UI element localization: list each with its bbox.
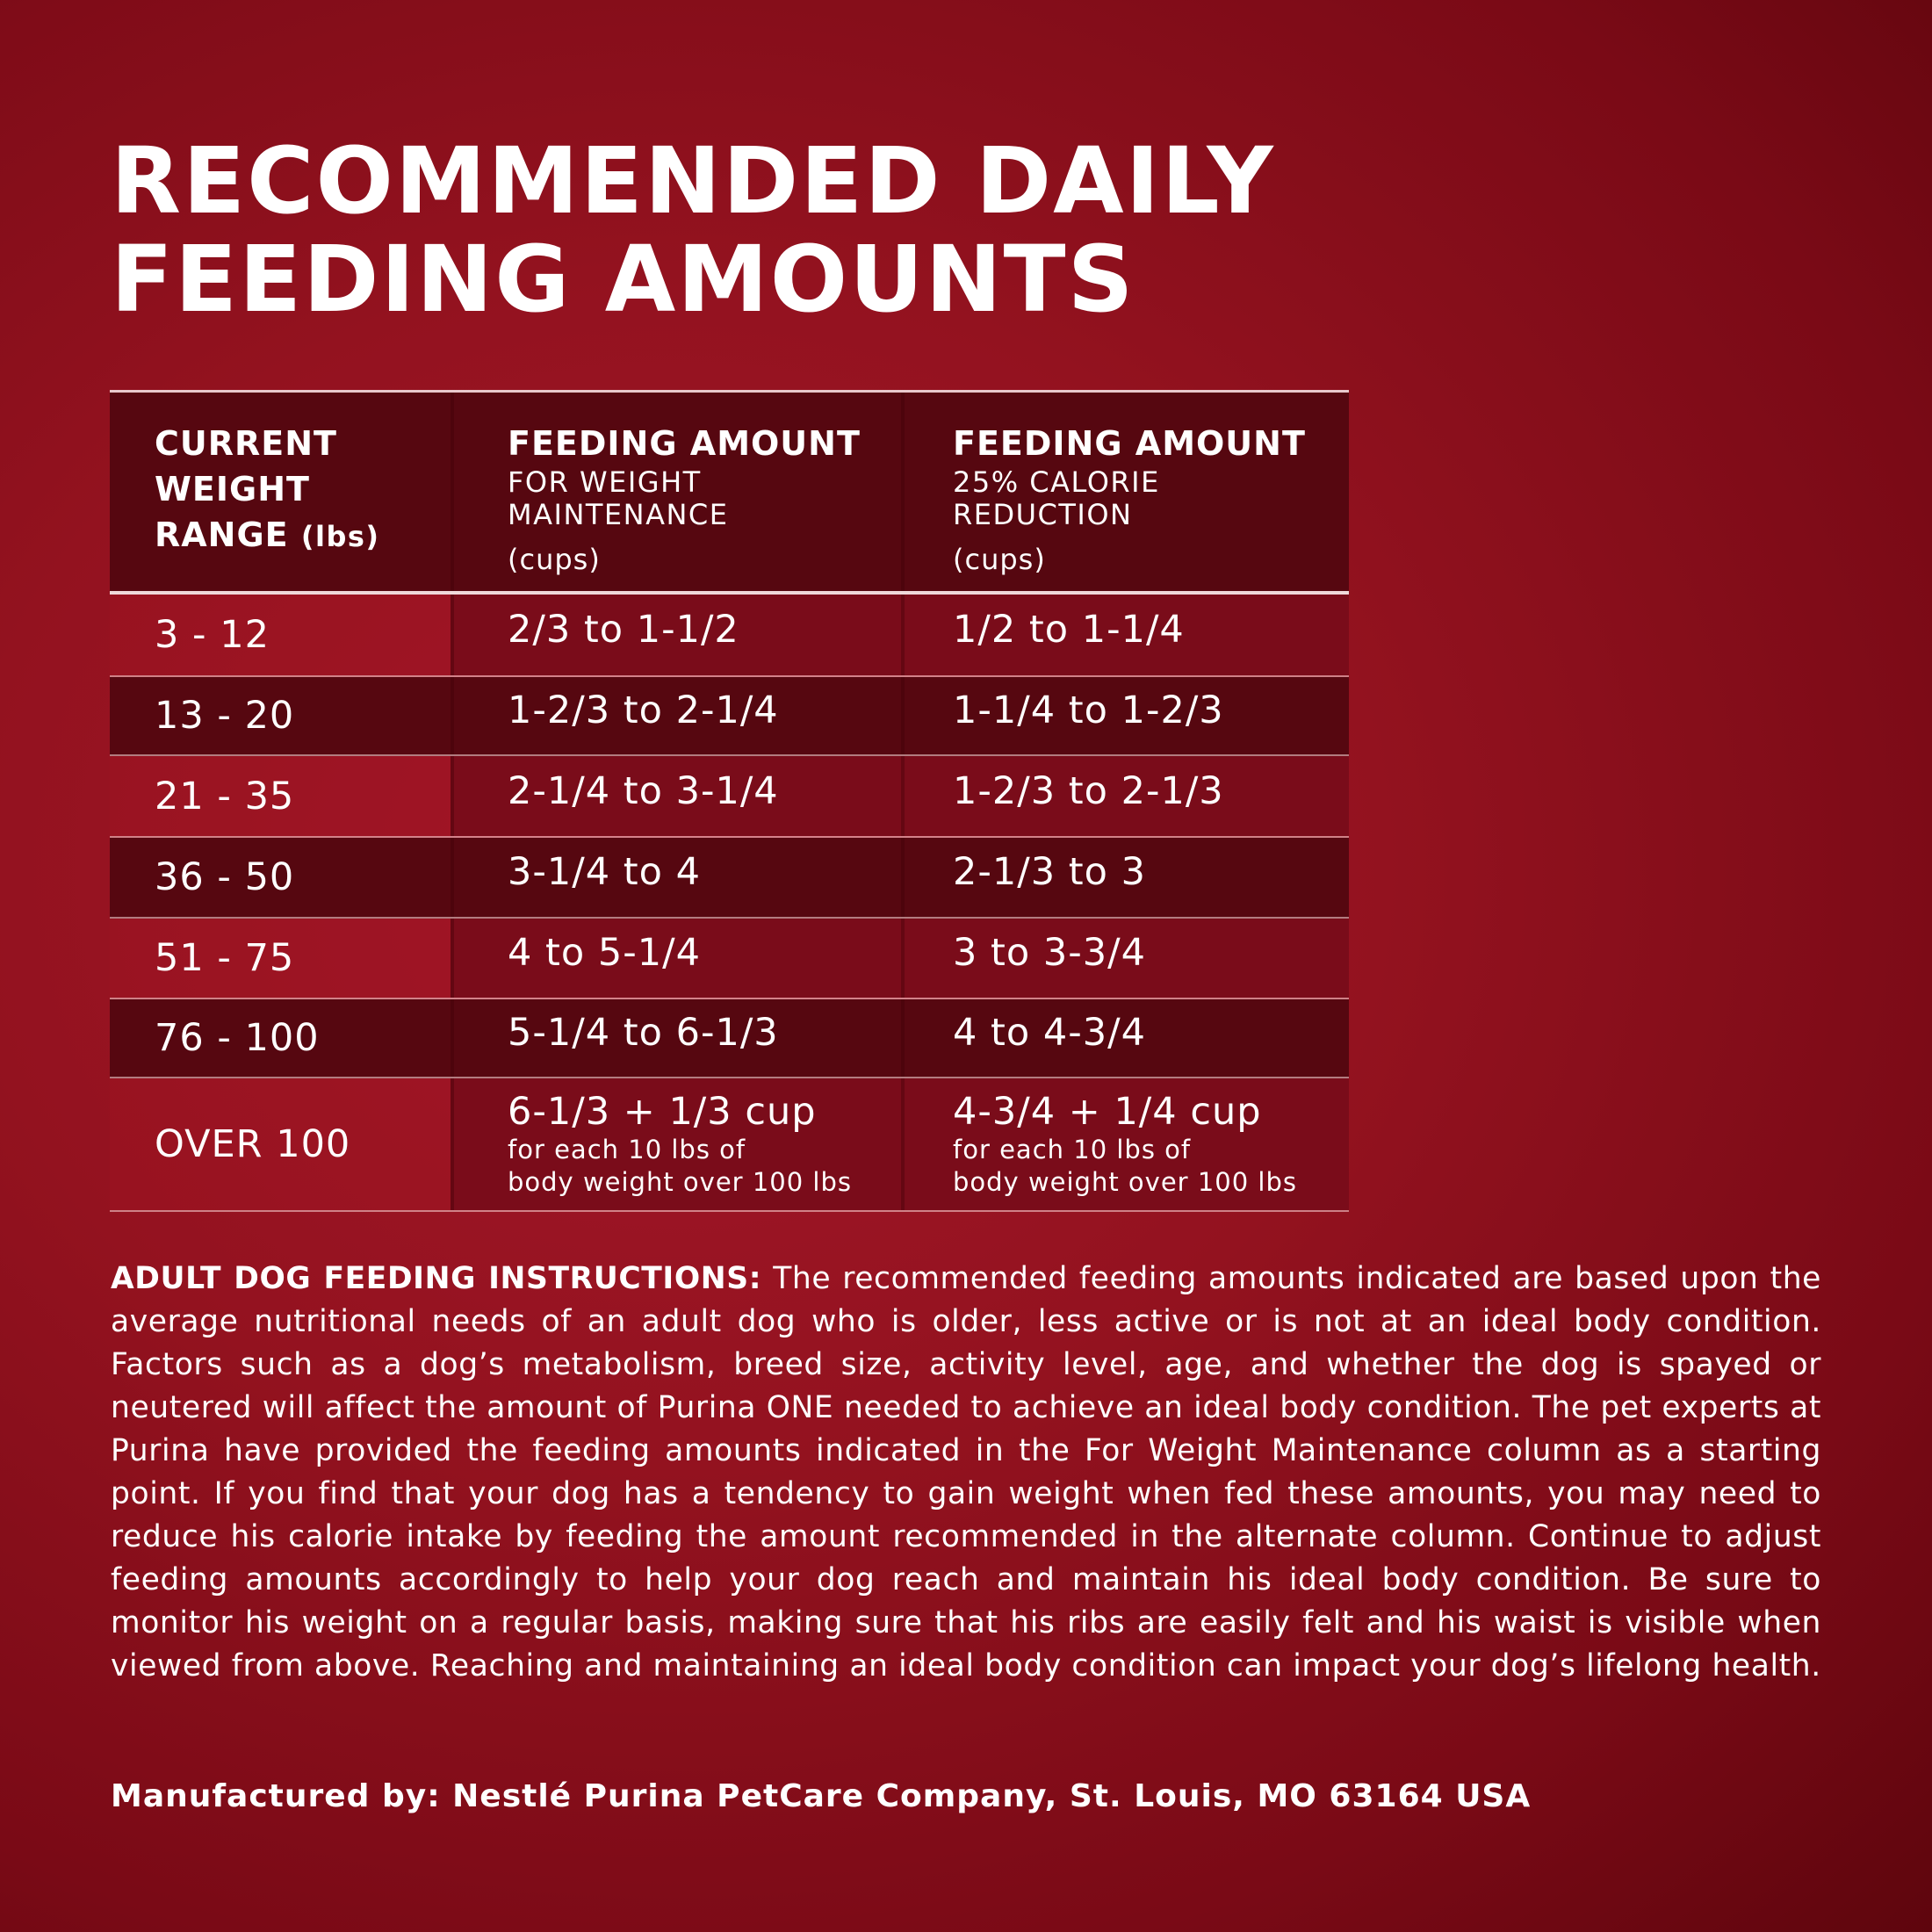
table-cell: 2/3 to 1-1/2 xyxy=(451,595,901,675)
header-title: FEEDING AMOUNT xyxy=(508,424,861,463)
header-title: FEEDING AMOUNT xyxy=(953,424,1306,463)
cell-note: for each 10 lbs of xyxy=(953,1135,1192,1164)
cell-note: body weight over 100 lbs xyxy=(508,1167,852,1197)
title: RECOMMENDED DAILY FEEDING AMOUNTS xyxy=(111,132,1275,328)
table-cell: 1-2/3 to 2-1/4 xyxy=(451,677,901,754)
cell-value: 6-1/3 + 1/3 cup xyxy=(508,1090,817,1134)
cell-value: 51 - 75 xyxy=(155,936,295,980)
table-cell: 36 - 50 xyxy=(110,838,451,917)
cell-note: for each 10 lbs of xyxy=(508,1135,746,1164)
manufacturer: Manufactured by: Nestlé Purina PetCare C… xyxy=(111,1778,1532,1814)
table-row: 3 - 12 2/3 to 1-1/2 1/2 to 1-1/4 xyxy=(110,595,1349,677)
table-row: 21 - 35 2-1/4 to 3-1/4 1-2/3 to 2-1/3 xyxy=(110,756,1349,838)
title-line: FEEDING AMOUNTS xyxy=(111,226,1135,333)
table-cell: 76 - 100 xyxy=(110,999,451,1077)
cell-value: 3 to 3-3/4 xyxy=(953,931,1146,975)
table-row: 13 - 20 1-2/3 to 2-1/4 1-1/4 to 1-2/3 xyxy=(110,677,1349,756)
table-cell: 13 - 20 xyxy=(110,677,451,754)
table-cell: 5-1/4 to 6-1/3 xyxy=(451,999,901,1077)
cell-value: 2-1/3 to 3 xyxy=(953,850,1146,894)
instructions-label: ADULT DOG FEEDING INSTRUCTIONS: xyxy=(111,1261,762,1296)
table-cell: 4 to 4-3/4 xyxy=(901,999,1349,1077)
cell-value: 36 - 50 xyxy=(155,855,295,899)
instructions-text: The recommended feeding amounts indicate… xyxy=(111,1261,1821,1683)
header-unit: (cups) xyxy=(508,543,601,576)
header-cell: FEEDING AMOUNT FOR WEIGHT MAINTENANCE (cups… xyxy=(451,393,901,591)
cell-value: 13 - 20 xyxy=(155,694,295,738)
cell-value: 5-1/4 to 6-1/3 xyxy=(508,1011,779,1055)
header-unit: (cups) xyxy=(953,543,1046,576)
cell-value: 1-2/3 to 2-1/4 xyxy=(508,688,779,732)
header-row: CURRENT WEIGHT RANGE (lbs) FEEDING AMOUNT FO… xyxy=(110,393,1349,595)
cell-value: 1/2 to 1-1/4 xyxy=(953,608,1185,652)
table-cell: 6-1/3 + 1/3 cup for each 10 lbs of body we… xyxy=(451,1078,901,1210)
table-row: 51 - 75 4 to 5-1/4 3 to 3-3/4 xyxy=(110,919,1349,999)
header-sub: MAINTENANCE xyxy=(508,498,729,531)
title-line: RECOMMENDED DAILY xyxy=(111,127,1275,234)
header-sub: 25% CALORIE xyxy=(953,465,1160,499)
cell-value: 3 - 12 xyxy=(155,613,270,657)
cell-value: 76 - 100 xyxy=(155,1016,320,1060)
table-cell: 3 to 3-3/4 xyxy=(901,919,1349,998)
header-line: RANGE (lbs) xyxy=(155,515,380,554)
cell-value: 2-1/4 to 3-1/4 xyxy=(508,768,779,813)
cell-value: 1-2/3 to 2-1/3 xyxy=(953,768,1224,813)
table-cell: 1-1/4 to 1-2/3 xyxy=(901,677,1349,754)
table-cell: 4-3/4 + 1/4 cup for each 10 lbs of body we… xyxy=(901,1078,1349,1210)
header-unit: (lbs) xyxy=(300,520,380,553)
cell-note: body weight over 100 lbs xyxy=(953,1167,1297,1197)
table-cell: 3 - 12 xyxy=(110,595,451,675)
table-cell: 1/2 to 1-1/4 xyxy=(901,595,1349,675)
header-sub: FOR WEIGHT xyxy=(508,465,702,499)
cell-value: 21 - 35 xyxy=(155,774,295,818)
cell-value: 1-1/4 to 1-2/3 xyxy=(953,688,1224,732)
instructions: ADULT DOG FEEDING INSTRUCTIONS: The reco… xyxy=(111,1258,1821,1688)
table-cell: 4 to 5-1/4 xyxy=(451,919,901,998)
cell-value: 4 to 4-3/4 xyxy=(953,1011,1146,1055)
cell-value: OVER 100 xyxy=(155,1122,351,1166)
header-sub: REDUCTION xyxy=(953,498,1133,531)
table-cell: 51 - 75 xyxy=(110,919,451,998)
table-row: 76 - 100 5-1/4 to 6-1/3 4 to 4-3/4 xyxy=(110,999,1349,1078)
cell-value: 3-1/4 to 4 xyxy=(508,850,701,894)
table-row: 36 - 50 3-1/4 to 4 2-1/3 to 3 xyxy=(110,838,1349,919)
header-line: WEIGHT xyxy=(155,470,310,508)
table-cell: OVER 100 xyxy=(110,1078,451,1210)
table-cell: 2-1/4 to 3-1/4 xyxy=(451,756,901,836)
table-cell: 2-1/3 to 3 xyxy=(901,838,1349,917)
cell-value: 2/3 to 1-1/2 xyxy=(508,608,739,652)
feeding-table: CURRENT WEIGHT RANGE (lbs) FEEDING AMOUNT FO… xyxy=(110,390,1349,1212)
table-cell: 1-2/3 to 2-1/3 xyxy=(901,756,1349,836)
header-cell: FEEDING AMOUNT 25% CALORIE REDUCTION (cups) xyxy=(901,393,1349,591)
header-cell: CURRENT WEIGHT RANGE (lbs) xyxy=(110,393,451,591)
table-row: OVER 100 6-1/3 + 1/3 cup for each 10 lbs o… xyxy=(110,1078,1349,1212)
cell-value: 4 to 5-1/4 xyxy=(508,931,701,975)
table-cell: 3-1/4 to 4 xyxy=(451,838,901,917)
table-cell: 21 - 35 xyxy=(110,756,451,836)
cell-value: 4-3/4 + 1/4 cup xyxy=(953,1090,1262,1134)
header-line: CURRENT xyxy=(155,424,337,463)
